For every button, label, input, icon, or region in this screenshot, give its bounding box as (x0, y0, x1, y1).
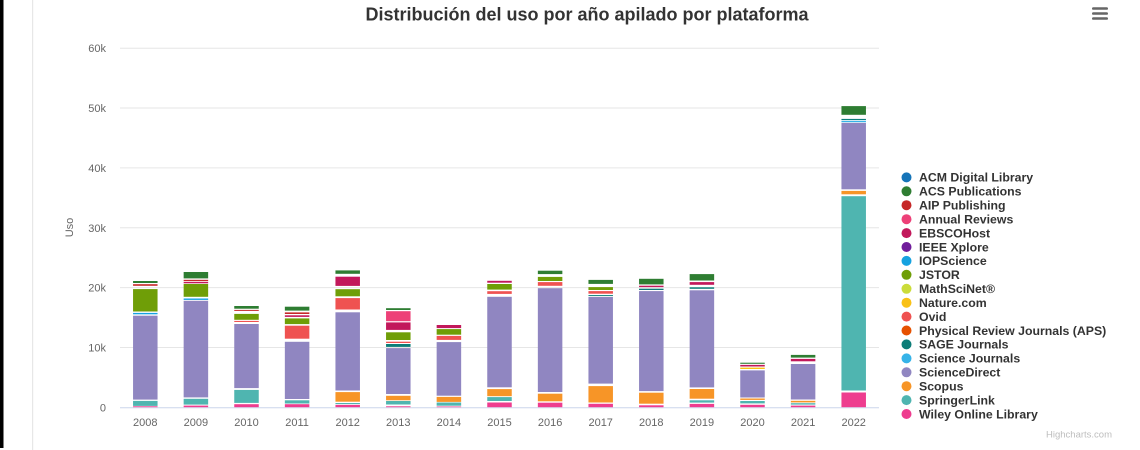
svg-text:2014: 2014 (437, 417, 461, 429)
svg-text:2018: 2018 (639, 417, 663, 429)
svg-text:2012: 2012 (335, 417, 359, 429)
svg-text:2013: 2013 (386, 417, 410, 429)
svg-text:IEEE Xplore: IEEE Xplore (919, 240, 989, 254)
svg-text:Wiley Online Library: Wiley Online Library (919, 407, 1038, 421)
svg-text:2008: 2008 (133, 417, 157, 429)
svg-text:IOPScience: IOPScience (919, 254, 987, 268)
svg-text:2016: 2016 (538, 417, 562, 429)
svg-text:Uso: Uso (64, 218, 76, 238)
svg-text:Ovid: Ovid (919, 310, 946, 324)
svg-text:Science Journals: Science Journals (919, 352, 1020, 366)
svg-text:20k: 20k (88, 283, 106, 295)
svg-text:2020: 2020 (740, 417, 764, 429)
svg-text:2011: 2011 (285, 417, 309, 429)
svg-text:30k: 30k (88, 223, 106, 235)
svg-text:ACM Digital Library: ACM Digital Library (919, 171, 1033, 185)
svg-text:SAGE Journals: SAGE Journals (919, 338, 1009, 352)
svg-text:SpringerLink: SpringerLink (919, 393, 995, 407)
svg-text:Distribución del uso por año a: Distribución del uso por año apilado por… (365, 5, 809, 25)
svg-text:2021: 2021 (791, 417, 815, 429)
svg-text:2019: 2019 (690, 417, 714, 429)
svg-text:EBSCOHost: EBSCOHost (919, 226, 990, 240)
svg-text:60k: 60k (88, 43, 106, 55)
svg-text:MathSciNet®: MathSciNet® (919, 282, 995, 296)
svg-text:Physical Review Journals (APS): Physical Review Journals (APS) (919, 324, 1106, 338)
svg-text:50k: 50k (88, 103, 106, 115)
svg-text:ACS Publications: ACS Publications (919, 185, 1022, 199)
svg-text:JSTOR: JSTOR (919, 268, 960, 282)
svg-text:2015: 2015 (487, 417, 511, 429)
svg-text:40k: 40k (88, 163, 106, 175)
svg-text:2017: 2017 (588, 417, 612, 429)
svg-text:Annual Reviews: Annual Reviews (919, 213, 1013, 227)
svg-text:AIP Publishing: AIP Publishing (919, 199, 1006, 213)
svg-text:Highcharts.com: Highcharts.com (1046, 430, 1112, 441)
svg-text:Nature.com: Nature.com (919, 296, 987, 310)
svg-text:2009: 2009 (184, 417, 208, 429)
svg-text:2022: 2022 (841, 417, 865, 429)
svg-text:2010: 2010 (234, 417, 258, 429)
svg-text:10k: 10k (88, 343, 106, 355)
svg-text:0: 0 (100, 402, 106, 414)
svg-text:Scopus: Scopus (919, 380, 964, 394)
svg-text:ScienceDirect: ScienceDirect (919, 366, 1000, 380)
